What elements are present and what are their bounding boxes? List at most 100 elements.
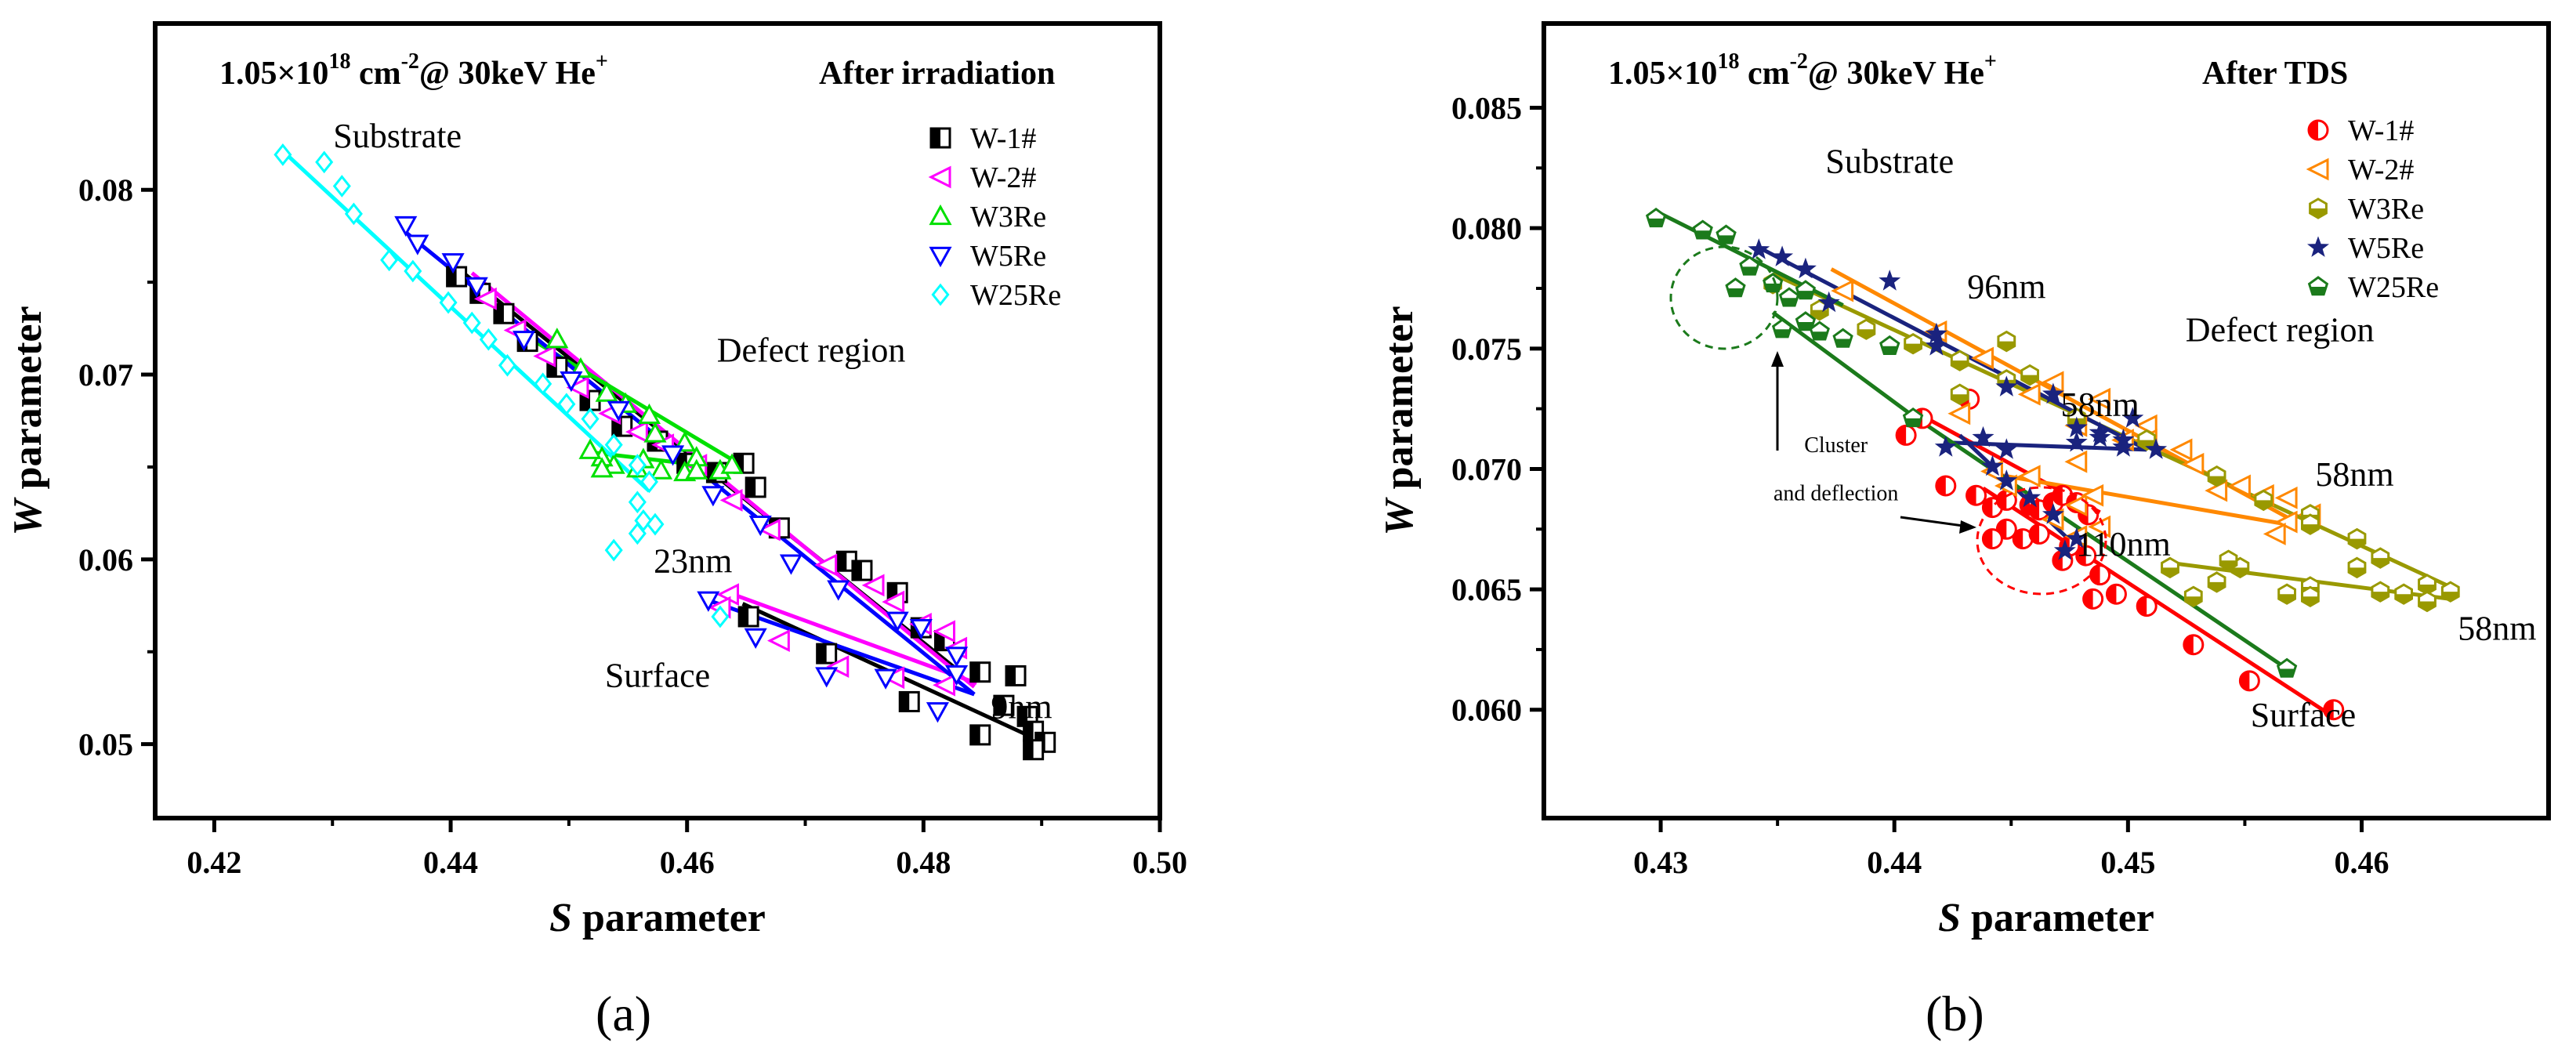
data-point-w3re [2020, 364, 2039, 386]
data-point-w3re [2301, 513, 2320, 535]
panel-a-legend: W-1# W-2# W3Re W5Re W25Re [928, 122, 1061, 312]
data-point-w25re [315, 150, 334, 174]
data-point-w5re [1748, 238, 1770, 259]
data-point-w-1 [851, 559, 873, 581]
panel-b-region-labels: Substrate Defect region Surface 96nm 58nm 58n… [1773, 143, 2537, 735]
data-point-w3re [2418, 590, 2437, 613]
data-point-w5re [394, 215, 418, 237]
data-point-w-2 [766, 629, 790, 653]
data-point-w-2 [2064, 494, 2088, 516]
data-point-w-1 [1935, 475, 1957, 497]
cluster-ellipse-green [1669, 245, 1779, 350]
region-label-defect-region: Defect region [717, 331, 906, 370]
legend-marker-w-1 [2307, 119, 2329, 141]
data-point-w25re [2276, 657, 2298, 678]
data-point-w5re [2121, 407, 2144, 428]
legend-label-w25re: W25Re [970, 279, 1061, 312]
data-point-w-2 [2081, 483, 2104, 507]
data-point-w5re [926, 702, 950, 723]
data-point-w25re [1645, 208, 1667, 228]
data-point-w-1 [446, 266, 468, 288]
data-point-w25re [344, 202, 363, 226]
region-label-58nm: 58nm [2060, 386, 2139, 424]
panel-b-label: (b) [1926, 986, 1984, 1041]
x-tick-label: 0.48 [896, 845, 951, 880]
data-point-w3re [545, 328, 569, 349]
data-point-w3re [2394, 583, 2413, 605]
y-tick-label: 0.085 [1451, 91, 1522, 126]
data-point-w-1 [969, 661, 991, 683]
data-point-w25re [628, 454, 647, 476]
data-point-w25re [1771, 318, 1793, 339]
legend-marker-w25re [2307, 276, 2329, 296]
data-point-w3re [2347, 556, 2367, 579]
legend-label-w5re: W5Re [970, 240, 1046, 273]
data-point-w-2 [814, 553, 838, 577]
legend-label-w3re: W3Re [970, 201, 1046, 234]
data-point-w3re [2440, 581, 2460, 603]
data-point-w25re [581, 407, 600, 431]
data-point-w5re [1995, 375, 2018, 397]
region-label-23nm: 23nm [654, 541, 732, 580]
x-tick-label: 0.45 [2100, 845, 2155, 880]
region-label-110nm: 110nm [2076, 525, 2171, 563]
data-point-w3re [1997, 330, 2016, 353]
data-point-w-2 [933, 620, 956, 643]
data-point-w3re [2161, 556, 2179, 579]
data-point-w5re [945, 646, 969, 668]
data-point-w5re [701, 486, 725, 507]
data-point-w3re [1904, 332, 1922, 355]
y-tick-label: 0.06 [78, 542, 133, 578]
data-point-w5re [1771, 245, 1794, 266]
data-point-w25re [711, 605, 730, 628]
data-point-w-1 [745, 476, 766, 498]
data-point-w-1 [2323, 699, 2345, 721]
data-point-w3re [2347, 527, 2367, 550]
data-point-w3re [1950, 383, 1969, 405]
data-point-w25re [1795, 280, 1817, 300]
panel-a-label: (a) [596, 986, 651, 1041]
data-point-w3re [2183, 585, 2203, 608]
data-point-w-1 [898, 690, 920, 712]
data-point-w3re [1950, 349, 1969, 371]
data-point-w5re [1925, 335, 1947, 356]
cluster-arrow-up-head [1771, 351, 1784, 367]
data-point-w-2 [757, 518, 781, 541]
data-point-w5re [1817, 291, 1840, 313]
data-point-w3re [2219, 549, 2238, 571]
legend-label-w3re: W3Re [2348, 193, 2424, 226]
data-point-w-2 [2017, 382, 2041, 406]
panel-a-data-points [274, 143, 1056, 761]
data-point-w-2 [566, 376, 589, 399]
data-point-w-1 [493, 302, 515, 324]
data-point-w25re [1763, 273, 1784, 293]
cluster-arrow-right [1900, 516, 1969, 528]
data-point-w5re [2019, 486, 2042, 508]
data-point-w25re [404, 259, 422, 283]
data-point-w-1 [1895, 424, 1917, 446]
data-point-w-2 [473, 287, 497, 310]
data-point-w-1 [1023, 739, 1045, 761]
data-point-w25re [1809, 320, 1830, 341]
data-point-w25re [628, 522, 647, 545]
data-point-w5re [560, 371, 583, 393]
legend-marker-w3re [2309, 197, 2328, 219]
panel-b-fluence-annotation: 1.05×1018 cm-2@ 30keV He+ [1608, 49, 1997, 92]
panel-a-condition-label: After irradiation [819, 56, 1055, 92]
data-point-w5re [513, 331, 536, 352]
data-point-w5re [2065, 431, 2088, 452]
panel-b-cluster-annotations [1669, 245, 2107, 596]
data-point-w-2 [1831, 279, 1854, 302]
data-point-w3re [1857, 318, 1876, 340]
data-point-w25re [557, 393, 576, 416]
legend-marker-w5re [2306, 236, 2330, 257]
y-tick-label: 0.05 [78, 727, 133, 762]
data-point-w5re [827, 580, 850, 601]
y-tick-label: 0.060 [1451, 693, 1522, 728]
panel-b-legend: W-1# W-2# W3Re W5Re W25Re [2306, 114, 2439, 304]
legend-label-w-2: W-2# [970, 161, 1036, 194]
data-point-w-2 [861, 574, 885, 597]
data-point-w5re [2053, 539, 2076, 560]
region-label-defect-region: Defect region [2186, 311, 2375, 349]
data-point-w-2 [826, 655, 850, 679]
